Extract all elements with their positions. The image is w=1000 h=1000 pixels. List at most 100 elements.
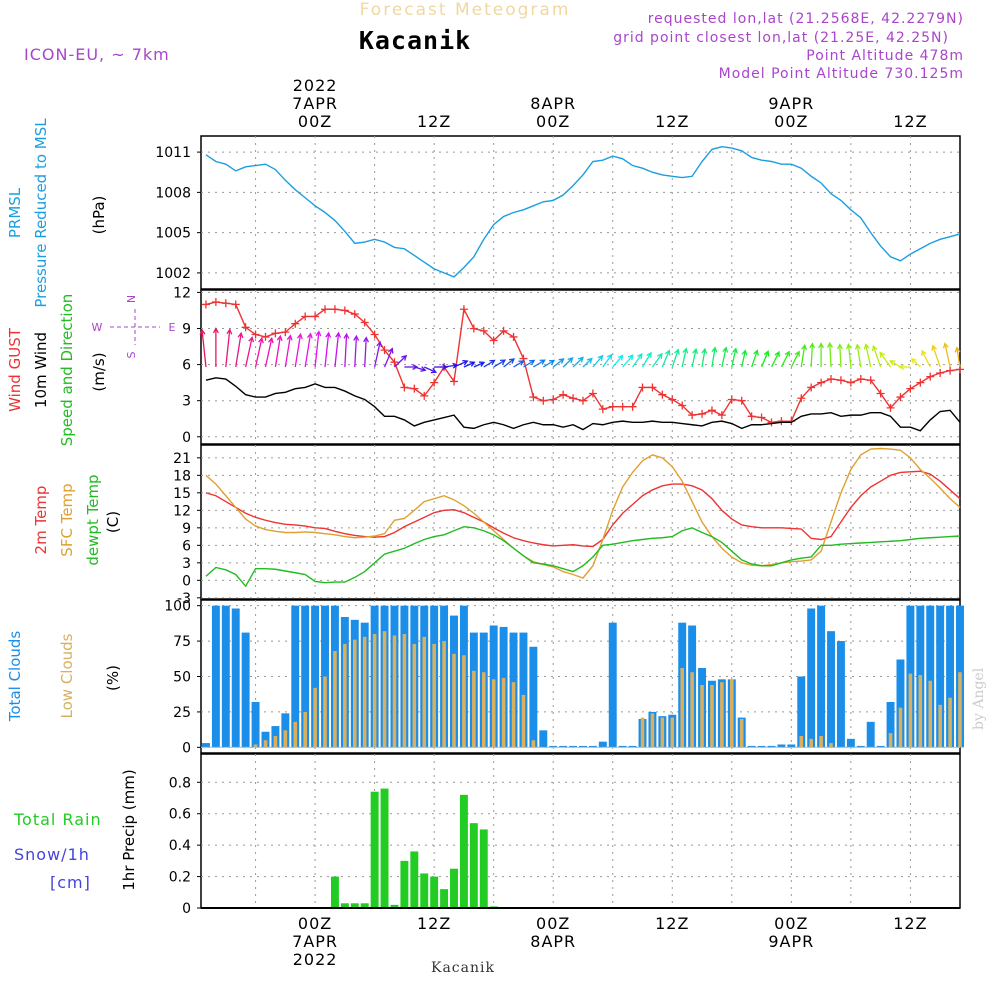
wind-arrow-head <box>306 332 313 339</box>
low-cloud-bar <box>313 687 317 748</box>
gust-marker <box>846 378 855 387</box>
wind-arrow <box>483 359 495 368</box>
wind-arrow-head <box>567 357 574 363</box>
wind-arrow <box>453 360 468 368</box>
wind-arrow <box>671 349 679 368</box>
wind-arrow-head <box>430 367 438 374</box>
gust-marker <box>588 389 597 398</box>
total-cloud-bar <box>618 745 627 748</box>
gust-marker <box>727 395 736 404</box>
gust-marker <box>707 406 716 415</box>
gust-marker <box>281 328 290 337</box>
total-cloud-bar <box>807 608 816 748</box>
low-cloud-bar <box>948 697 952 748</box>
wind-arrow-head <box>701 347 708 355</box>
wind-arrow-head <box>784 350 790 357</box>
time-label-bottom-4-0: 00Z <box>774 914 808 933</box>
y-tick-label: 3 <box>182 394 191 410</box>
low-cloud-bar <box>333 651 337 748</box>
precip-panel: 0 0.2 0.4 0.6 0.8 Total Rain Snow/1h [cm] 1hr Pr… <box>13 753 961 917</box>
wind-arrow <box>582 358 593 368</box>
time-label-top-5-0: 12Z <box>893 112 927 131</box>
wind-arrow <box>780 351 790 368</box>
low-cloud-bar <box>898 707 903 748</box>
rain-bar <box>440 889 449 908</box>
gust-marker <box>757 413 766 422</box>
wind-arrow <box>602 354 613 368</box>
gust-marker <box>489 336 498 345</box>
wind-arrow <box>711 347 716 368</box>
time-label-bottom-4-1: 9APR <box>768 932 814 951</box>
wind-arrow <box>373 341 381 368</box>
wind-arrow-head <box>794 350 800 357</box>
wind-arrow-head <box>636 353 643 360</box>
wind-arrow <box>394 355 407 368</box>
wind-arrow-head <box>353 334 360 341</box>
total-cloud-bar <box>559 745 568 748</box>
low-cloud-bar <box>442 641 446 748</box>
wind-arrow <box>443 364 458 368</box>
y-tick-label: 1011 <box>155 145 191 161</box>
total-cloud-bar <box>856 745 865 748</box>
clouds-panel: 0 25 50 75 100 Total Clouds Low Clouds (%) <box>6 599 964 756</box>
y-tick-label: 0 <box>182 740 191 756</box>
y-tick-label: 0.4 <box>169 838 191 854</box>
total-cloud-bar <box>241 632 250 748</box>
total-cloud-bar <box>231 608 240 748</box>
unit-label: (%) <box>104 665 122 691</box>
wind-arrow <box>552 358 564 368</box>
rain-bar <box>420 873 429 908</box>
gust-marker <box>469 324 478 333</box>
low-cloud-bar <box>809 738 813 748</box>
time-label-bottom-0-0: 00Z <box>298 914 332 933</box>
wind-arrow <box>741 350 746 368</box>
wind-arrow-head <box>921 349 927 356</box>
low-cloud-bar <box>531 740 536 748</box>
low-cloud-bar <box>491 679 496 748</box>
time-label-top-4-1: 00Z <box>774 112 808 131</box>
y-tick-label: 0.6 <box>169 807 191 823</box>
time-label-top-0-0: 2022 <box>293 76 338 95</box>
gust-marker <box>628 402 637 411</box>
wind-arrow <box>414 366 426 371</box>
total-cloud-bar <box>301 605 310 748</box>
wind-arrow <box>829 343 832 368</box>
gust-marker <box>598 405 607 414</box>
gust-marker <box>688 411 697 420</box>
model-label: ICON-EU, ~ 7km <box>24 45 170 64</box>
low-cloud-bar <box>938 704 942 748</box>
snow-legend: Snow/1h <box>14 845 90 864</box>
wind-arrow <box>800 345 806 368</box>
wind-arrow-head <box>286 334 293 341</box>
total-cloud-bar <box>539 730 548 748</box>
wind-arrow <box>294 334 302 368</box>
total-cloud-bar <box>201 743 210 748</box>
total-cloud-bar <box>926 605 935 748</box>
wind-arrow-head <box>871 344 878 352</box>
compass-s: S <box>125 351 138 358</box>
wind-arrow-head <box>237 331 244 339</box>
wind-arrow <box>956 347 961 368</box>
wind-arrow <box>760 351 769 368</box>
wind-arrow <box>691 349 697 368</box>
wind-arrow <box>225 329 231 368</box>
wind-arrow-head <box>732 347 738 354</box>
wind-arrow-head <box>508 358 516 364</box>
y-tick-label: 75 <box>173 634 191 650</box>
rain-bar <box>370 791 379 908</box>
low-cloud-bar <box>362 636 367 748</box>
series-line-dewpt-temp <box>205 525 961 588</box>
low-cloud-bar <box>908 673 913 748</box>
gust-marker <box>221 299 230 308</box>
y-tick-label: 1005 <box>155 226 191 242</box>
low-cloud-bar <box>432 643 436 748</box>
wind-arrow <box>721 347 727 368</box>
rain-bar <box>390 904 399 908</box>
wind-arrow <box>533 359 545 368</box>
low-cloud-bar <box>730 679 734 748</box>
wind-arrow-head <box>387 347 394 354</box>
total-cloud-bar <box>846 738 855 748</box>
gust-marker <box>450 377 458 386</box>
unit-label: 1hr Precip (mm) <box>120 769 138 890</box>
wind-arrow <box>790 351 800 368</box>
